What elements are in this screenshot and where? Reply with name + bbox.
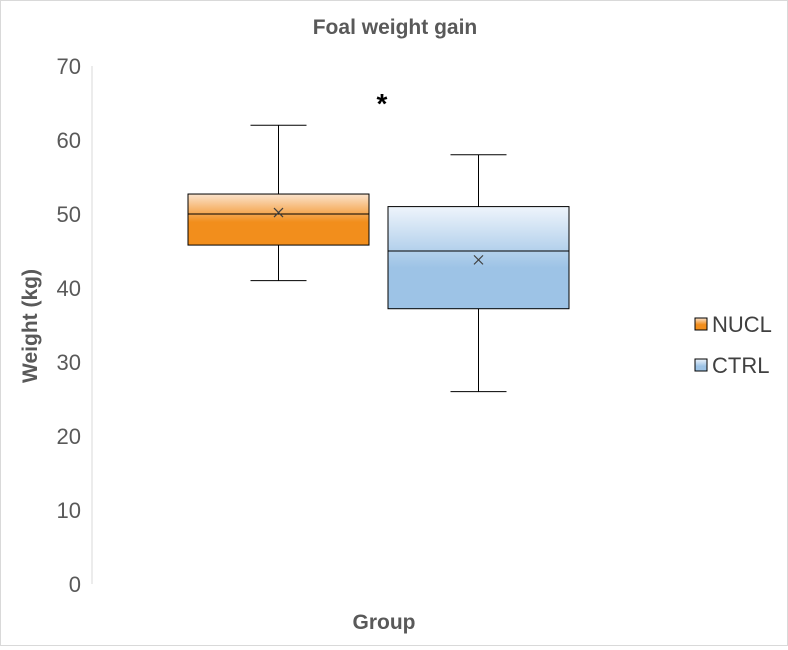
legend: NUCL CTRL bbox=[694, 312, 772, 378]
y-tick-label: 0 bbox=[69, 572, 81, 597]
y-axis-ticks: 0 10 20 30 40 50 60 70 bbox=[57, 54, 81, 597]
legend-item-nucl: NUCL bbox=[694, 312, 772, 337]
legend-item-ctrl: CTRL bbox=[694, 353, 769, 378]
y-tick-label: 50 bbox=[57, 202, 81, 227]
y-tick-label: 60 bbox=[57, 128, 81, 153]
chart-title: Foal weight gain bbox=[313, 16, 478, 39]
y-tick-label: 20 bbox=[57, 424, 81, 449]
box-iqr bbox=[187, 193, 370, 246]
y-tick-label: 30 bbox=[57, 350, 81, 375]
significance-annotation: * bbox=[377, 88, 388, 119]
legend-label: NUCL bbox=[712, 312, 772, 337]
box-iqr bbox=[387, 206, 570, 310]
legend-swatch bbox=[694, 317, 708, 331]
legend-swatch bbox=[694, 358, 708, 372]
x-axis-label: Group bbox=[353, 611, 416, 634]
y-axis-label: Weight (kg) bbox=[19, 269, 42, 383]
box-ctrl bbox=[387, 154, 570, 393]
y-tick-label: 10 bbox=[57, 498, 81, 523]
mean-marker bbox=[473, 254, 484, 265]
box-nucl bbox=[187, 124, 370, 282]
legend-label: CTRL bbox=[712, 353, 769, 378]
y-tick-label: 40 bbox=[57, 276, 81, 301]
mean-marker bbox=[273, 207, 284, 218]
y-tick-label: 70 bbox=[57, 54, 81, 79]
box-series bbox=[187, 124, 570, 393]
